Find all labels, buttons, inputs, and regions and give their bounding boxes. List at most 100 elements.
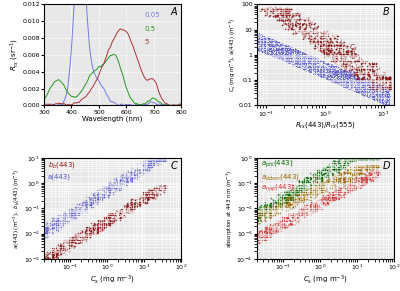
Point xyxy=(140,167,146,171)
Point xyxy=(254,235,260,240)
Point xyxy=(293,48,299,52)
Point xyxy=(60,251,67,255)
Point xyxy=(367,87,373,91)
Point xyxy=(50,231,56,236)
Point xyxy=(357,79,363,83)
Point xyxy=(371,90,377,95)
Point xyxy=(312,69,318,73)
Point xyxy=(354,86,360,91)
Point xyxy=(123,210,130,215)
Point xyxy=(386,91,392,96)
Point xyxy=(350,83,356,87)
Point xyxy=(342,79,349,83)
Point xyxy=(125,170,131,175)
Point xyxy=(45,255,51,260)
Point xyxy=(88,199,95,204)
Point xyxy=(344,81,351,86)
Point xyxy=(339,82,346,87)
Point xyxy=(369,85,376,90)
Point xyxy=(323,51,330,56)
Point xyxy=(355,85,361,89)
Point xyxy=(154,158,160,163)
Point xyxy=(300,27,307,32)
Point xyxy=(376,92,382,96)
Point xyxy=(372,175,378,180)
Point xyxy=(349,86,355,90)
Point xyxy=(290,204,296,209)
Point xyxy=(100,184,107,188)
Point xyxy=(109,219,116,224)
Point xyxy=(280,51,286,56)
Point xyxy=(374,157,380,162)
Point xyxy=(102,216,108,220)
Point xyxy=(330,79,337,84)
Point xyxy=(340,51,347,56)
Point xyxy=(338,58,344,62)
Point xyxy=(140,165,147,170)
Point xyxy=(69,216,76,221)
Point xyxy=(335,72,342,76)
Point xyxy=(280,51,286,56)
Point xyxy=(358,76,365,80)
Point xyxy=(291,61,297,65)
Point xyxy=(295,56,301,61)
Point xyxy=(335,74,342,79)
Point xyxy=(350,186,356,191)
Point xyxy=(145,163,151,168)
Point xyxy=(250,234,256,239)
Point xyxy=(351,81,357,85)
Point xyxy=(354,77,360,82)
Point xyxy=(310,61,316,65)
Point xyxy=(356,86,363,91)
Point xyxy=(336,196,342,201)
Point xyxy=(101,224,107,229)
Point xyxy=(343,167,350,171)
Point xyxy=(374,80,381,85)
Point xyxy=(129,207,135,211)
Point xyxy=(341,79,347,84)
Point xyxy=(259,42,265,47)
Point xyxy=(105,186,111,190)
Point xyxy=(339,66,345,71)
Point xyxy=(66,235,73,240)
Point xyxy=(343,159,350,164)
Point xyxy=(283,12,290,16)
Point xyxy=(262,41,268,45)
Point xyxy=(327,64,333,68)
Point xyxy=(376,163,382,168)
Point xyxy=(82,224,89,229)
Point xyxy=(364,157,370,162)
Point xyxy=(286,13,292,18)
Point xyxy=(339,194,345,199)
Point xyxy=(369,174,376,179)
Point xyxy=(345,58,351,63)
Point xyxy=(299,182,306,187)
Point xyxy=(311,204,318,208)
Point xyxy=(272,7,278,12)
Point xyxy=(324,72,331,76)
Point xyxy=(140,168,146,173)
Point xyxy=(304,54,311,59)
Point xyxy=(269,209,275,214)
Point xyxy=(160,158,167,163)
Point xyxy=(347,75,354,79)
Point xyxy=(124,178,130,182)
Point xyxy=(300,206,306,211)
Point xyxy=(336,168,342,173)
Point xyxy=(258,209,265,214)
Point xyxy=(274,54,280,59)
Point xyxy=(288,53,295,58)
Point xyxy=(154,158,160,163)
Point xyxy=(264,36,271,41)
Point xyxy=(329,171,336,175)
Point xyxy=(82,232,89,237)
Point xyxy=(307,66,313,71)
Point xyxy=(319,74,326,78)
Point xyxy=(282,47,288,52)
Point xyxy=(271,53,277,57)
Point xyxy=(283,219,290,223)
Point xyxy=(67,242,74,247)
Point xyxy=(80,236,86,241)
Point xyxy=(278,224,285,228)
Point xyxy=(287,49,293,54)
